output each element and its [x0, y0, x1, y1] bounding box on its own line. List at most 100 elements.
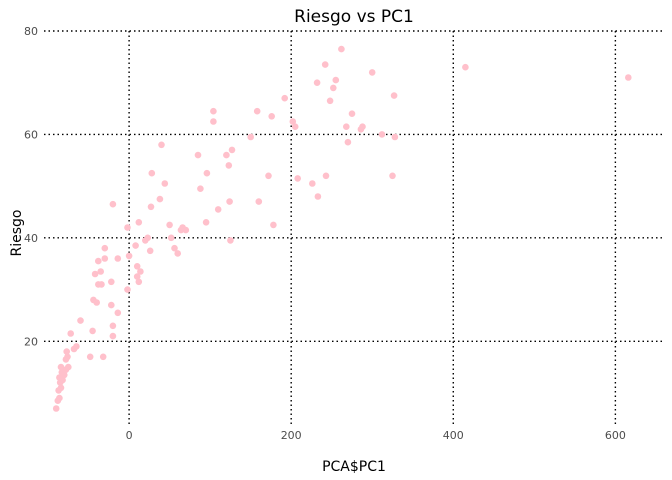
y-tick-label: 40: [24, 232, 38, 245]
data-point: [109, 200, 117, 208]
data-point: [101, 244, 109, 252]
data-point: [89, 327, 96, 335]
data-point: [109, 332, 117, 340]
data-point: [314, 193, 322, 200]
data-point: [52, 405, 60, 412]
data-point: [389, 172, 396, 180]
data-point: [158, 141, 165, 149]
data-point: [194, 151, 202, 159]
data-point: [125, 252, 133, 260]
data-point: [291, 123, 299, 130]
data-point: [265, 172, 272, 180]
data-point: [93, 299, 100, 306]
data-point: [359, 123, 366, 130]
data-point: [61, 371, 68, 379]
data-point: [91, 270, 99, 278]
data-point: [390, 92, 398, 99]
data-point: [343, 123, 350, 130]
x-tick-label: 0: [126, 429, 133, 442]
x-axis-ticks: 0 200 400 600: [126, 429, 626, 442]
y-tick-label: 20: [24, 335, 38, 348]
data-point: [101, 255, 109, 262]
data-point: [332, 76, 340, 84]
data-point: [171, 244, 178, 252]
grid-lines: [44, 30, 664, 424]
data-point: [144, 234, 151, 242]
data-point: [281, 94, 289, 102]
x-tick-label: 600: [605, 429, 626, 442]
data-point: [625, 74, 632, 81]
data-point: [174, 250, 181, 257]
data-point: [344, 138, 352, 146]
data-point: [97, 268, 104, 275]
data-point: [65, 363, 72, 371]
data-point: [156, 195, 164, 203]
data-point: [167, 234, 175, 242]
data-point: [228, 146, 236, 154]
y-tick-label: 60: [24, 128, 38, 141]
data-point: [391, 133, 399, 141]
data-point: [210, 107, 217, 115]
data-point: [330, 84, 337, 92]
data-point: [64, 353, 71, 361]
data-points: [52, 45, 632, 412]
data-point: [326, 97, 334, 105]
data-point: [56, 374, 63, 381]
data-point: [166, 221, 173, 229]
chart-title: Riesgo vs PC1: [294, 7, 414, 27]
x-tick-label: 400: [443, 429, 464, 442]
data-point: [124, 224, 131, 231]
data-point: [99, 353, 107, 361]
data-point: [462, 63, 469, 71]
data-point: [109, 322, 117, 330]
data-point: [225, 162, 233, 169]
y-axis-label: Riesgo: [9, 210, 25, 257]
data-point: [67, 330, 74, 337]
data-point: [77, 317, 84, 324]
y-axis-ticks: 20 40 60 80: [24, 25, 38, 348]
data-point: [63, 348, 70, 355]
data-point: [135, 219, 143, 226]
data-point: [132, 242, 139, 249]
data-point: [73, 343, 80, 350]
data-point: [268, 113, 276, 120]
data-point: [338, 45, 345, 53]
data-point: [98, 281, 105, 288]
data-point: [255, 198, 263, 205]
y-tick-label: 80: [24, 25, 38, 38]
data-point: [147, 203, 155, 211]
data-point: [146, 247, 154, 255]
data-point: [161, 180, 169, 187]
data-point: [348, 110, 356, 117]
data-point: [197, 185, 204, 192]
data-point: [322, 172, 330, 180]
data-point: [223, 151, 230, 159]
data-point: [124, 286, 131, 293]
data-point: [182, 226, 190, 234]
data-point: [133, 273, 141, 280]
data-point: [321, 61, 329, 68]
data-point: [378, 131, 386, 138]
data-point: [108, 301, 115, 309]
data-point: [247, 133, 254, 141]
data-point: [368, 69, 376, 76]
data-point: [148, 169, 156, 177]
data-point: [86, 353, 94, 361]
x-axis-label: PCA$PC1: [322, 459, 386, 475]
data-point: [57, 363, 65, 371]
data-point: [133, 263, 141, 270]
x-tick-label: 200: [281, 429, 302, 442]
data-point: [56, 394, 63, 402]
data-point: [137, 268, 144, 275]
data-point: [309, 180, 316, 187]
data-point: [313, 79, 321, 86]
data-point: [108, 278, 115, 286]
data-point: [227, 237, 234, 244]
data-point: [210, 118, 217, 125]
data-point: [57, 384, 65, 392]
data-point: [294, 175, 302, 182]
data-point: [202, 219, 210, 226]
data-point: [270, 221, 277, 229]
data-point: [114, 255, 122, 262]
